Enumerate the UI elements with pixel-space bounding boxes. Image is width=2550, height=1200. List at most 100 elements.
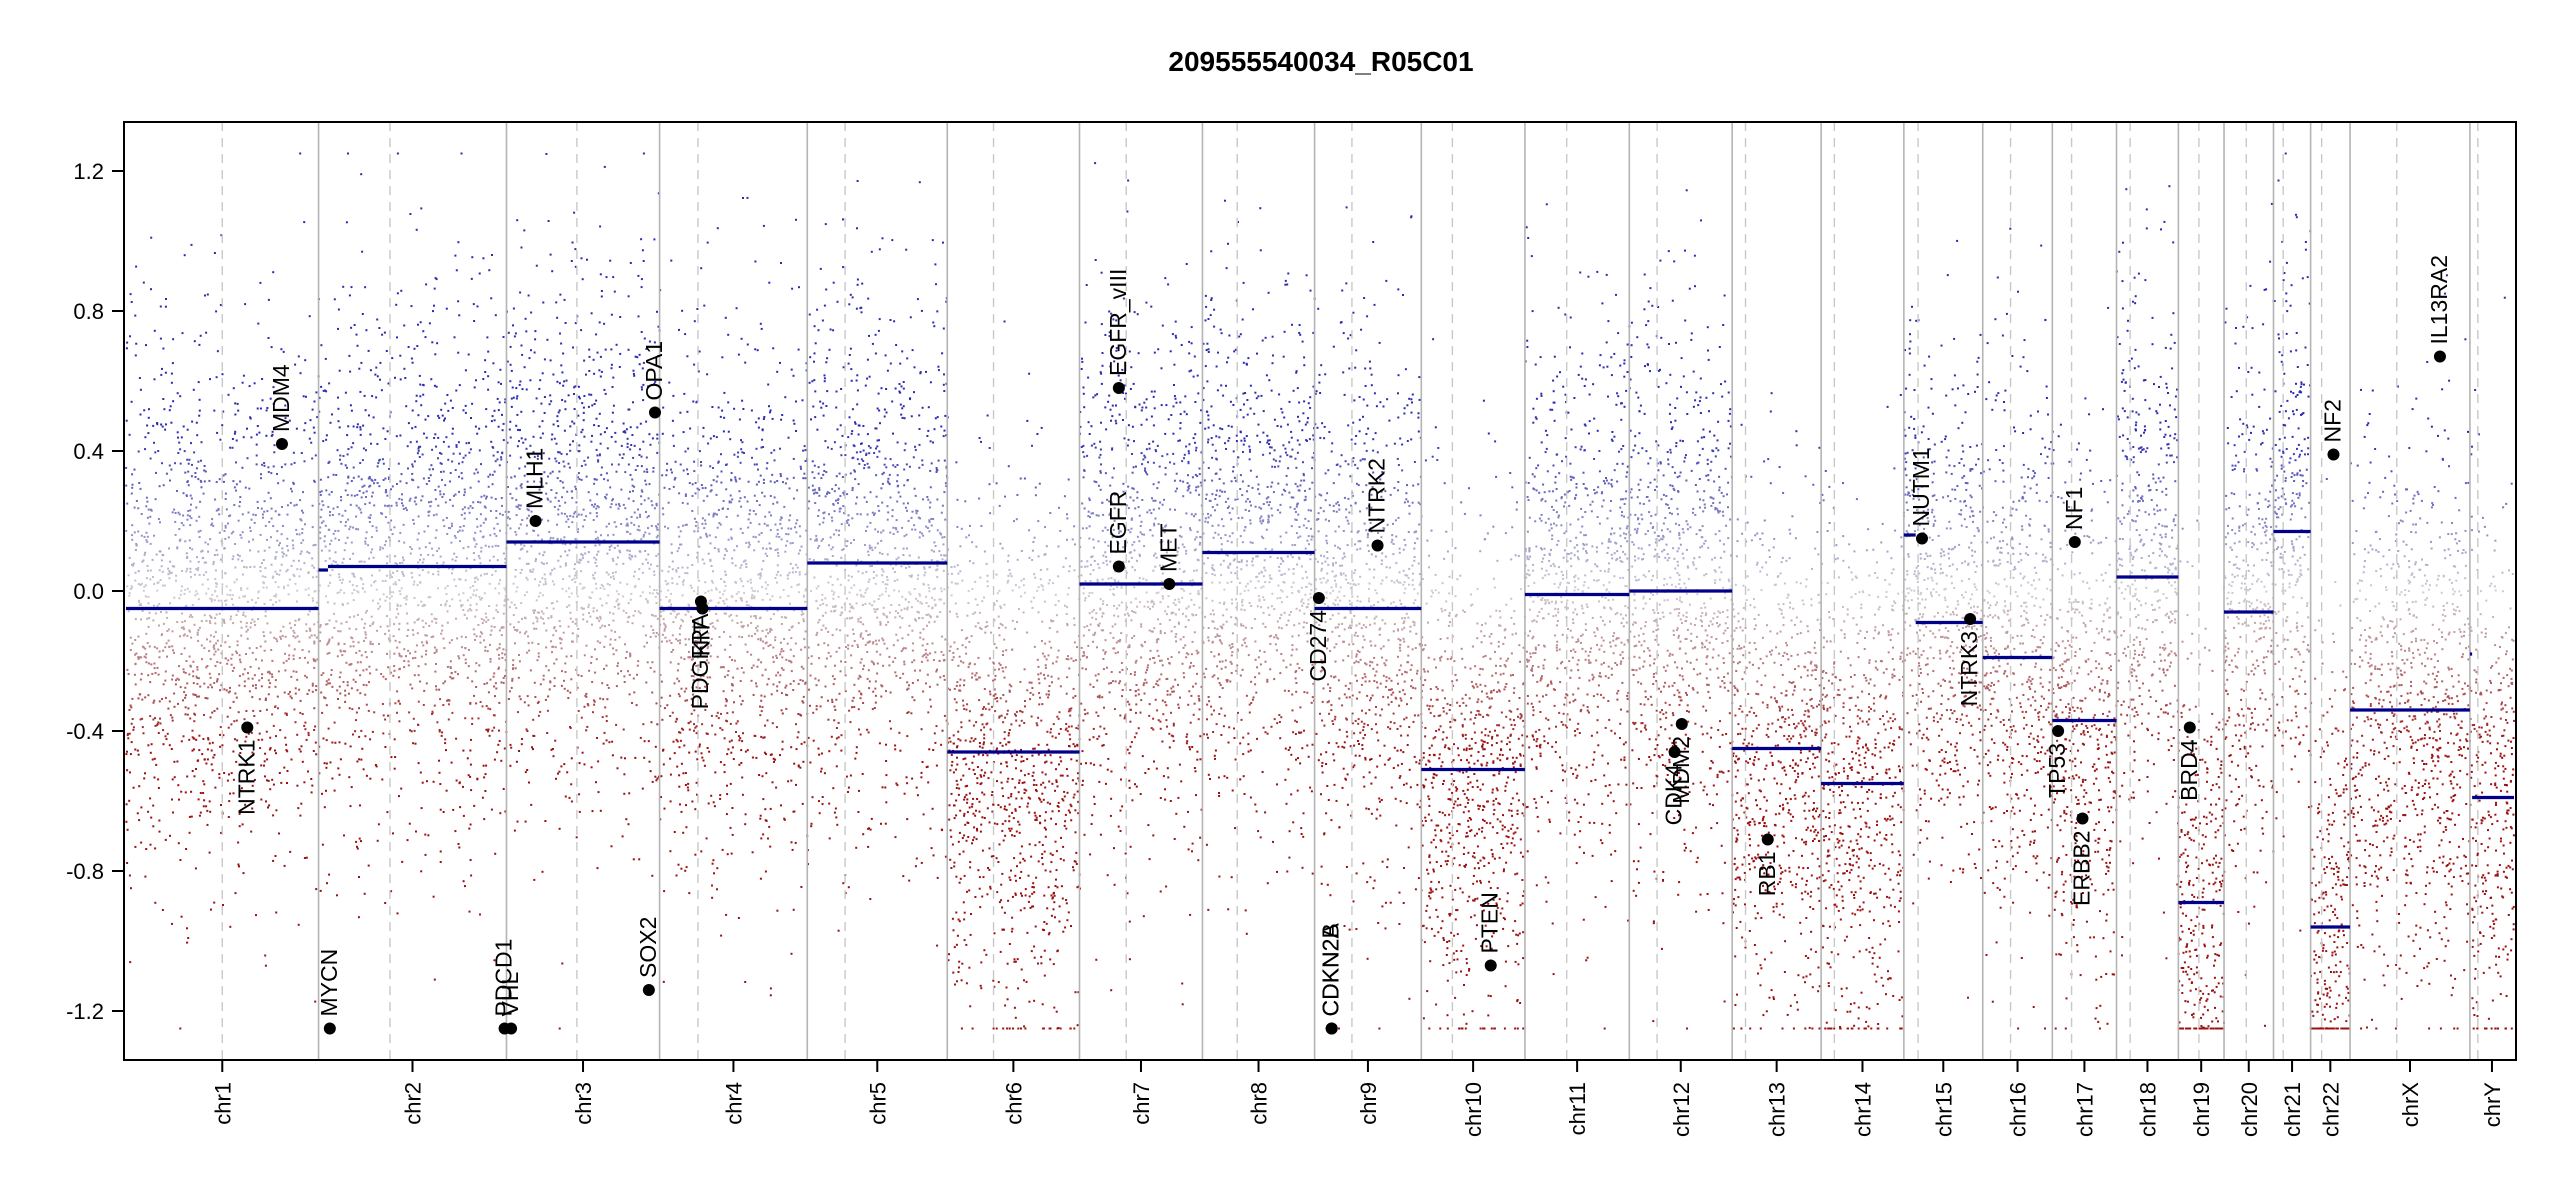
probe-point <box>209 620 211 622</box>
probe-point <box>438 760 440 762</box>
probe-point <box>720 761 722 763</box>
probe-point <box>265 435 267 437</box>
probe-point <box>762 599 764 601</box>
probe-point <box>521 743 523 745</box>
probe-point <box>609 584 611 586</box>
probe-point <box>693 530 695 532</box>
probe-point <box>465 647 467 649</box>
probe-point <box>465 455 467 457</box>
probe-point <box>213 644 215 646</box>
probe-point <box>682 594 684 596</box>
probe-point <box>640 737 642 739</box>
probe-point <box>630 474 632 476</box>
probe-point <box>804 646 806 648</box>
probe-point <box>219 689 221 691</box>
probe-point <box>126 669 128 671</box>
probe-point <box>634 610 636 612</box>
probe-point <box>766 555 768 557</box>
probe-point <box>524 633 526 635</box>
probe-point <box>191 475 193 477</box>
probe-point <box>619 366 621 368</box>
probe-point <box>614 631 616 633</box>
probe-point <box>642 591 644 593</box>
probe-point <box>163 408 165 410</box>
probe-point <box>250 622 252 624</box>
probe-point <box>486 705 488 707</box>
probe-point <box>634 445 636 447</box>
probe-point <box>130 649 132 651</box>
probe-point <box>725 488 727 490</box>
probe-point <box>259 733 261 735</box>
probe-point <box>320 479 322 481</box>
probe-point <box>483 495 485 497</box>
probe-point <box>425 283 427 285</box>
probe-point <box>199 686 201 688</box>
probe-point <box>631 516 633 518</box>
probe-point <box>405 655 407 657</box>
probe-point <box>796 489 798 491</box>
probe-point <box>804 449 806 451</box>
probe-point <box>484 790 486 792</box>
probe-point <box>363 492 365 494</box>
probe-point <box>310 442 312 444</box>
probe-point <box>723 500 725 502</box>
probe-point <box>591 681 593 683</box>
probe-point <box>686 572 688 574</box>
probe-point <box>279 542 281 544</box>
probe-point <box>458 314 460 316</box>
probe-point <box>175 580 177 582</box>
probe-point <box>348 528 350 530</box>
probe-point <box>503 613 505 615</box>
probe-point <box>612 377 614 379</box>
probe-point <box>765 669 767 671</box>
probe-point <box>726 598 728 600</box>
probe-point <box>182 515 184 517</box>
probe-point <box>264 650 266 652</box>
probe-point <box>154 330 156 332</box>
probe-point <box>356 585 358 587</box>
probe-point <box>645 483 647 485</box>
probe-point <box>239 501 241 503</box>
probe-point <box>511 602 513 604</box>
probe-point <box>798 683 800 685</box>
probe-point <box>276 473 278 475</box>
probe-point <box>339 707 341 709</box>
probe-point <box>629 533 631 535</box>
probe-point <box>651 721 653 723</box>
probe-point <box>457 300 459 302</box>
probe-point <box>738 500 740 502</box>
probe-point <box>470 505 472 507</box>
probe-point <box>420 601 422 603</box>
probe-point <box>227 523 229 525</box>
probe-point <box>773 449 775 451</box>
probe-point <box>484 646 486 648</box>
probe-point <box>514 830 516 832</box>
probe-point <box>632 622 634 624</box>
probe-point <box>733 454 735 456</box>
probe-point <box>499 401 501 403</box>
probe-point <box>474 532 476 534</box>
probe-point <box>503 788 505 790</box>
probe-point <box>706 536 708 538</box>
probe-point <box>207 579 209 581</box>
probe-point <box>437 415 439 417</box>
probe-point <box>650 667 652 669</box>
probe-point <box>714 734 716 736</box>
probe-point <box>533 879 535 881</box>
probe-point <box>623 793 625 795</box>
probe-point <box>724 676 726 678</box>
probe-point <box>288 658 290 660</box>
probe-point <box>597 760 599 762</box>
probe-point <box>219 439 221 441</box>
probe-point <box>772 647 774 649</box>
probe-point <box>157 605 159 607</box>
probe-point <box>776 582 778 584</box>
probe-point <box>188 484 190 486</box>
probe-point <box>257 323 259 325</box>
probe-point <box>276 540 278 542</box>
probe-point <box>148 523 150 525</box>
probe-point <box>611 464 613 466</box>
probe-point <box>655 555 657 557</box>
probe-point <box>366 610 368 612</box>
probe-point <box>718 509 720 511</box>
